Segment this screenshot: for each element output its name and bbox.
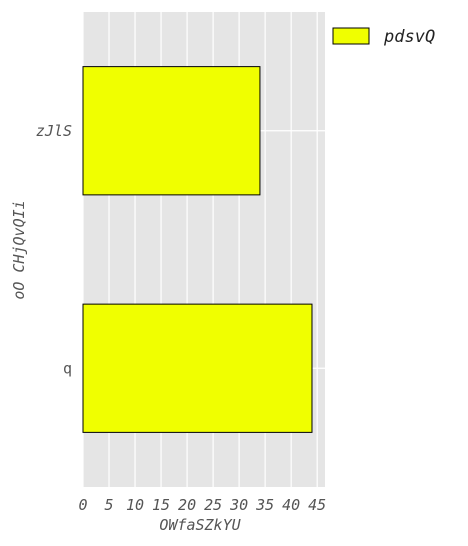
x-tick-label: 35 — [255, 496, 274, 514]
x-tick-label: 20 — [178, 496, 196, 514]
legend-label: pdsvQ — [383, 27, 435, 47]
bar-zJlS — [82, 66, 261, 196]
legend-swatch — [332, 27, 370, 45]
y-tick-labels: q zJlS — [36, 122, 72, 378]
x-tick-label: 30 — [229, 496, 248, 514]
y-tick-label: zJlS — [36, 122, 72, 140]
x-tick-label: 25 — [204, 496, 222, 514]
x-axis-title: OWfaSZkYU — [159, 516, 241, 534]
x-tick-label: 10 — [126, 496, 144, 514]
x-tick-label: 0 — [78, 496, 87, 514]
bar-q — [82, 303, 313, 433]
x-tick-labels: 0 5 10 15 20 25 30 35 40 45 — [78, 496, 326, 514]
x-tick-label: 40 — [282, 496, 300, 514]
y-tick-label: q — [63, 359, 72, 377]
x-tick-label: 45 — [308, 496, 326, 514]
y-axis-title: oO CHjQvQIi — [10, 200, 28, 299]
legend: pdsvQ — [332, 27, 435, 47]
bars — [82, 66, 313, 433]
x-tick-label: 15 — [152, 496, 170, 514]
x-tick-label: 5 — [105, 496, 114, 514]
